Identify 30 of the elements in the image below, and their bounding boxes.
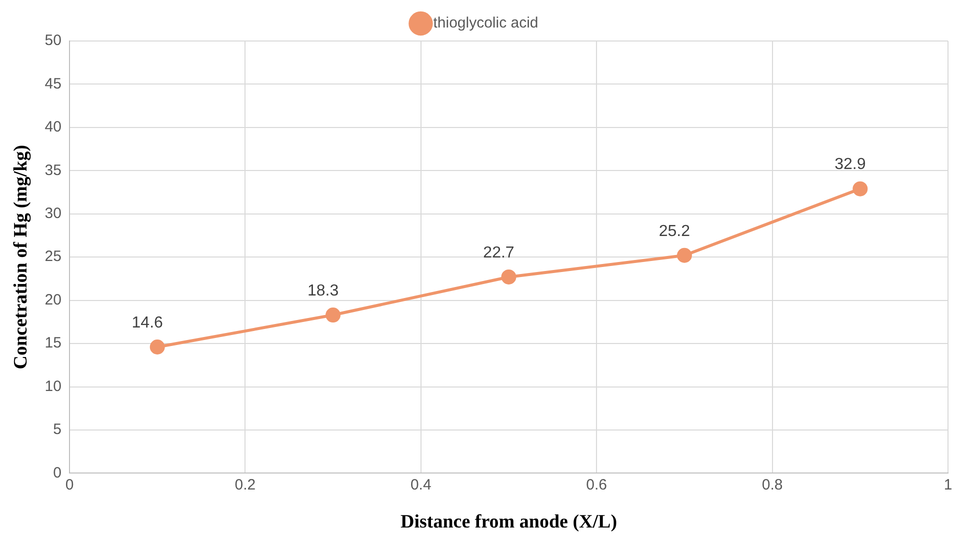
data-label: 18.3 — [307, 282, 339, 300]
point — [852, 181, 868, 196]
y-tick-label: 20 — [44, 291, 62, 308]
y-tick-label: 30 — [44, 205, 62, 222]
y-axis-title: Concetration of Hg (mg/kg) — [10, 144, 32, 370]
point — [150, 340, 165, 354]
data-label: 14.6 — [132, 314, 164, 332]
x-axis-title: Distance from anode (X/L) — [400, 512, 618, 533]
data-label: 22.7 — [483, 244, 514, 262]
y-tick-label: 25 — [44, 248, 62, 266]
legend-label: thioglycolic acid — [433, 14, 538, 32]
data-label: 32.9 — [834, 156, 866, 174]
y-tick-label: 40 — [44, 118, 62, 136]
x-tick-label: 0.2 — [234, 476, 256, 494]
y-tick-label: 45 — [44, 75, 62, 92]
x-tick-label: 0 — [65, 476, 74, 494]
data-label: 25.2 — [658, 222, 690, 240]
x-tick-label: 0.6 — [586, 476, 608, 494]
y-tick-label: 5 — [53, 421, 62, 438]
y-tick-label: 50 — [44, 32, 62, 50]
y-tick-label: 10 — [44, 378, 62, 395]
x-tick-label: 1 — [944, 476, 952, 494]
point — [676, 248, 692, 263]
y-tick-label: 15 — [44, 334, 62, 352]
y-tick-label: 0 — [53, 464, 62, 482]
point — [326, 308, 341, 323]
x-tick-label: 0.4 — [410, 476, 432, 494]
x-tick-label: 0.8 — [762, 476, 783, 494]
y-tick-label: 35 — [44, 162, 62, 179]
point — [501, 269, 516, 284]
